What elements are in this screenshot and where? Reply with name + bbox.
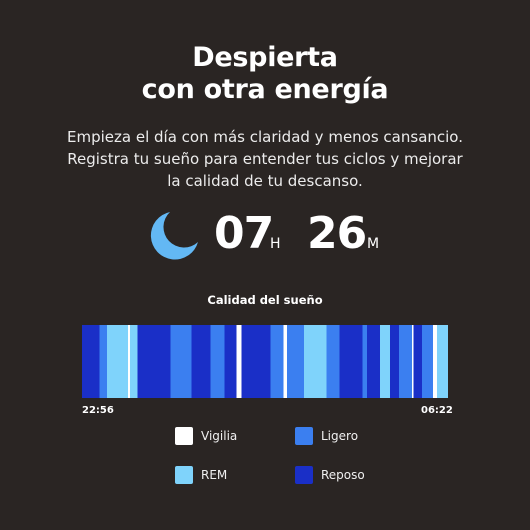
- hours-unit: H: [270, 236, 281, 252]
- description-text: Empieza el día con más claridad y menos …: [20, 126, 510, 192]
- sleep-segment-vigilia: [236, 325, 242, 398]
- legend-vigilia-swatch: [175, 427, 193, 445]
- sleep-segment-reposo: [390, 325, 400, 398]
- description-line-2: Registra tu sueño para entender tus cicl…: [67, 150, 463, 168]
- start-time: 22:56: [82, 405, 114, 416]
- legend-rem-swatch: [175, 466, 193, 484]
- sleep-segment-ligero: [287, 325, 305, 398]
- sleep-segment-reposo: [224, 325, 237, 398]
- sleep-segment-reposo: [191, 325, 212, 398]
- sleep-segment-rem: [129, 325, 138, 398]
- sleep-segment-vigilia: [283, 325, 288, 398]
- sleep-segment-reposo: [241, 325, 272, 398]
- sleep-segment-ligero: [210, 325, 225, 398]
- description-line-3: la calidad de tu descanso.: [167, 172, 363, 190]
- sleep-segment-vigilia: [128, 325, 131, 398]
- sleep-segment-reposo: [413, 325, 423, 398]
- sleep-segment-vigilia: [411, 325, 414, 398]
- sleep-segment-rem: [436, 325, 448, 398]
- sleep-segment-reposo: [82, 325, 100, 398]
- legend-reposo-label: Reposo: [321, 468, 365, 482]
- hours-value: 07: [214, 208, 274, 259]
- sleep-duration: 07 H 26 M: [0, 202, 530, 266]
- sleep-segment-ligero: [399, 325, 413, 398]
- minutes-value: 26: [307, 208, 367, 259]
- page-title: Despierta con otra energía: [0, 42, 530, 106]
- sleep-segment-ligero: [99, 325, 108, 398]
- sleep-segment-ligero: [270, 325, 284, 398]
- sleep-segment-reposo: [367, 325, 381, 398]
- legend-ligero-label: Ligero: [321, 429, 359, 443]
- legend-ligero-swatch: [295, 427, 313, 445]
- sleep-segment-rem: [106, 325, 129, 398]
- end-time: 06:22: [421, 405, 453, 416]
- minutes-unit: M: [367, 236, 380, 252]
- legend-rem-label: REM: [201, 468, 228, 482]
- sleep-segment-ligero: [362, 325, 368, 398]
- moon-icon: [150, 212, 198, 260]
- sleep-segment-ligero: [170, 325, 192, 398]
- legend-vigilia-label: Vigilia: [201, 429, 238, 443]
- sleep-segment-reposo: [137, 325, 171, 398]
- description-line-1: Empieza el día con más claridad y menos …: [67, 128, 463, 146]
- sleep-quality-title: Calidad del sueño: [207, 293, 323, 307]
- sleep-segment-ligero: [422, 325, 434, 398]
- title-line-1: Despierta: [192, 42, 338, 73]
- sleep-segment-rem: [379, 325, 391, 398]
- sleep-segment-ligero: [326, 325, 340, 398]
- title-line-2: con otra energía: [141, 74, 389, 105]
- sleep-segment-vigilia: [433, 325, 438, 398]
- sleep-segment-rem: [303, 325, 327, 398]
- legend-reposo-swatch: [295, 466, 313, 484]
- sleep-segment-reposo: [339, 325, 363, 398]
- sleep-stages-bar: [82, 325, 448, 398]
